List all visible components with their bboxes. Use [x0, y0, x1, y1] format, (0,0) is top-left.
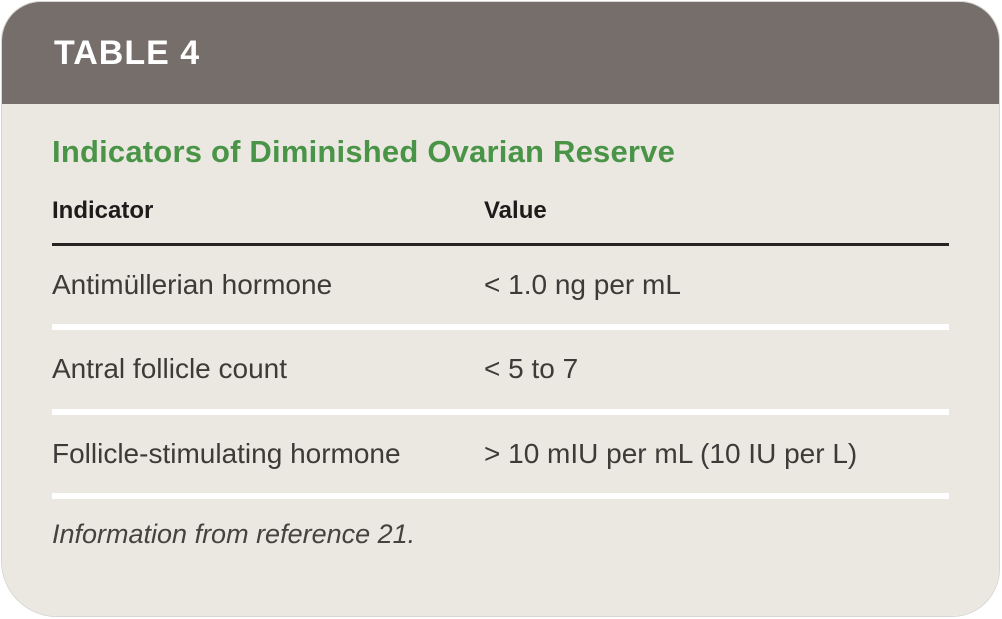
table-row: Antral follicle count < 5 to 7 — [52, 330, 949, 415]
table-footnote: Information from reference 21. — [52, 519, 416, 550]
indicator-text: Antimüllerian hormone — [52, 269, 333, 300]
table-header-bar: TABLE 4 — [2, 2, 999, 104]
data-table: Indicator Value Antimüllerian hormone < … — [52, 197, 949, 550]
indicator-text: Antral follicle count — [52, 353, 288, 385]
cell-value: < 1.0 ng per mL — [484, 269, 681, 300]
cell-indicator: Antral follicle count — [52, 351, 484, 387]
cell-indicator: Follicle-stimulating hormone — [52, 436, 484, 472]
cell-value: > 10 mIU per mL (10 IU per L) — [484, 437, 858, 469]
table-number-label: TABLE 4 — [54, 33, 201, 72]
cell-indicator: Antimüllerian hormone — [52, 267, 484, 303]
table-body: Indicators of Diminished Ovarian Reserve… — [2, 104, 999, 616]
column-header-value: Value — [484, 197, 547, 224]
table-row: Follicle-stimulating hormone > 10 mIU pe… — [52, 415, 949, 500]
table-row: Antimüllerian hormone < 1.0 ng per mL — [52, 246, 949, 331]
table-header-row: Indicator Value — [52, 197, 949, 246]
cell-value: < 5 to 7 — [484, 353, 579, 385]
table-title: Indicators of Diminished Ovarian Reserve — [52, 134, 676, 169]
indicator-text: Follicle-stimulating hormone — [52, 437, 401, 469]
column-header-indicator: Indicator — [52, 197, 154, 224]
